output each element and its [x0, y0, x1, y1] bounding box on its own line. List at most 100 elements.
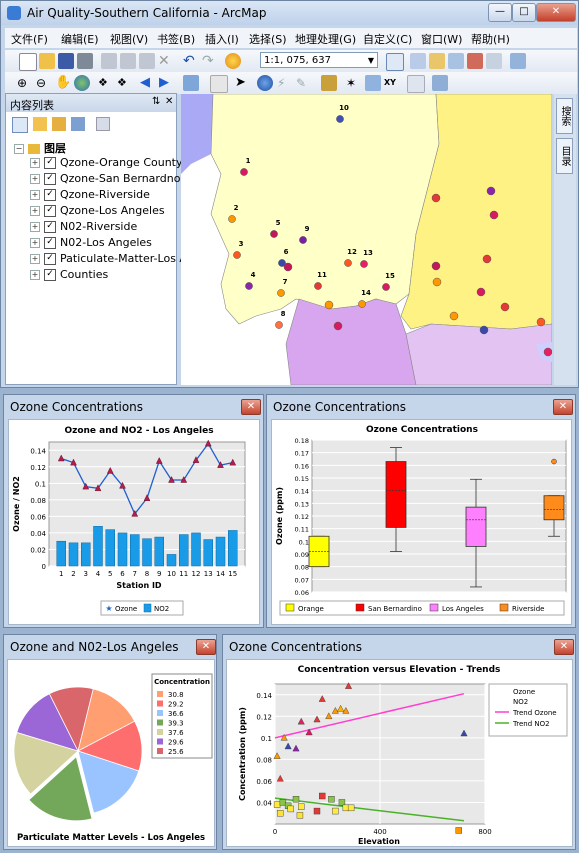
no2-point[interactable]: [332, 807, 339, 815]
expand-icon[interactable]: +: [30, 158, 40, 168]
ozone-point[interactable]: [284, 742, 292, 750]
expand-icon[interactable]: +: [30, 270, 40, 280]
menu-view[interactable]: 视图(V): [110, 33, 149, 46]
find-icon[interactable]: ✶: [346, 76, 357, 90]
toc-layer-qzone-losangeles[interactable]: + ✓ Qzone-Los Angeles: [30, 204, 165, 220]
menu-insert[interactable]: 插入(I): [205, 33, 239, 46]
no2-bar[interactable]: [179, 534, 189, 567]
no2-bar[interactable]: [154, 536, 164, 567]
print-icon[interactable]: [77, 53, 93, 69]
editor-toolbar-icon[interactable]: [386, 53, 404, 71]
no2-bar[interactable]: [93, 526, 103, 567]
arctoolbox-icon[interactable]: [467, 53, 483, 69]
expand-icon[interactable]: +: [30, 222, 40, 232]
pie-slice[interactable]: [77, 750, 140, 814]
station-marker[interactable]: [358, 300, 366, 308]
no2-bar[interactable]: [117, 532, 128, 567]
close-button[interactable]: ✕: [536, 3, 576, 22]
no2-point[interactable]: [273, 801, 281, 808]
list-by-drawing-order-icon[interactable]: [12, 117, 28, 133]
pie-slice[interactable]: [77, 688, 136, 752]
no2-bar[interactable]: [142, 538, 152, 567]
menu-selection[interactable]: 选择(S): [249, 33, 287, 46]
list-by-visibility-icon[interactable]: [52, 117, 66, 131]
layer-visibility-checkbox[interactable]: ✓: [44, 189, 56, 201]
ozone-point[interactable]: [217, 461, 224, 468]
redo-icon[interactable]: ↷: [202, 53, 214, 69]
menu-help[interactable]: 帮助(H): [471, 33, 510, 46]
box[interactable]: [385, 461, 407, 528]
close-chart-button[interactable]: ✕: [241, 399, 261, 415]
station-marker[interactable]: [479, 325, 489, 335]
expand-icon[interactable]: +: [30, 254, 40, 264]
ozone-point[interactable]: [70, 458, 77, 466]
model-builder-icon[interactable]: [510, 53, 526, 69]
station-marker[interactable]: [536, 317, 546, 327]
open-icon[interactable]: [39, 53, 55, 69]
cut-icon[interactable]: [101, 53, 117, 69]
expand-icon[interactable]: +: [30, 174, 40, 184]
layer-visibility-checkbox[interactable]: ✓: [44, 205, 56, 217]
no2-point[interactable]: [319, 792, 326, 800]
minimize-button[interactable]: —: [488, 3, 512, 22]
identify-icon[interactable]: [257, 75, 273, 91]
html-popup-icon[interactable]: ✎: [296, 76, 307, 90]
box-outlier[interactable]: [551, 458, 557, 465]
create-viewer-window-icon[interactable]: [432, 75, 448, 91]
ozone-point[interactable]: [318, 695, 326, 702]
scatter-trend-chart[interactable]: Concentration versus Elevation - Trends 0…: [227, 660, 572, 846]
station-marker[interactable]: [431, 193, 441, 203]
ozone-point[interactable]: [276, 774, 284, 782]
ozone-point[interactable]: [344, 682, 353, 689]
expand-icon[interactable]: +: [30, 238, 40, 248]
ozone-point[interactable]: [94, 484, 102, 491]
no2-bar[interactable]: [203, 539, 213, 567]
measure-icon[interactable]: [321, 75, 337, 91]
forward-icon[interactable]: ▶: [159, 75, 169, 90]
layers-group[interactable]: − 图层: [14, 140, 66, 156]
station-marker[interactable]: [344, 259, 352, 267]
layer-visibility-checkbox[interactable]: ✓: [44, 237, 56, 249]
clear-selection-icon[interactable]: [210, 75, 228, 93]
toc-layer-no2-riverside[interactable]: + ✓ N02-Riverside: [30, 220, 137, 236]
layer-visibility-checkbox[interactable]: ✓: [44, 173, 56, 185]
pin-icon[interactable]: ⇅: [152, 96, 161, 107]
layer-visibility-checkbox[interactable]: ✓: [44, 253, 56, 265]
menu-customize[interactable]: 自定义(C): [363, 33, 413, 46]
zoom-in-icon[interactable]: ⊕: [17, 76, 28, 90]
find-route-icon[interactable]: [365, 75, 381, 91]
expand-icon[interactable]: +: [30, 206, 40, 216]
ozone-point[interactable]: [280, 733, 288, 741]
no2-point[interactable]: [347, 804, 355, 812]
fixed-zoom-in-icon[interactable]: ❖: [98, 76, 108, 89]
copy-icon[interactable]: [120, 53, 136, 69]
station-marker[interactable]: [275, 321, 283, 329]
no2-bar[interactable]: [68, 542, 79, 567]
no2-point[interactable]: [287, 805, 294, 813]
ozone-point[interactable]: [325, 712, 333, 720]
back-icon[interactable]: ◀: [140, 75, 150, 90]
ozone-point[interactable]: [342, 706, 350, 714]
station-marker[interactable]: [283, 262, 293, 272]
ozone-point[interactable]: [204, 439, 212, 447]
no2-point[interactable]: [277, 810, 284, 817]
layer-visibility-checkbox[interactable]: ✓: [44, 221, 56, 233]
select-features-icon[interactable]: [183, 75, 199, 91]
python-window-icon[interactable]: [486, 53, 502, 69]
station-marker[interactable]: [245, 282, 253, 290]
ozone-point[interactable]: [273, 752, 281, 759]
ozone-point[interactable]: [192, 456, 200, 463]
new-icon[interactable]: [19, 53, 37, 71]
save-icon[interactable]: [58, 53, 74, 69]
station-marker[interactable]: [431, 261, 441, 271]
no2-point[interactable]: [328, 796, 335, 803]
toc-layer-qzone-riverside[interactable]: + ✓ Qzone-Riverside: [30, 188, 150, 204]
ozone-point[interactable]: [131, 509, 139, 517]
paste-icon[interactable]: [139, 53, 155, 69]
add-data-icon[interactable]: [225, 53, 241, 69]
station-marker[interactable]: [476, 287, 486, 297]
line-bar-chart[interactable]: Ozone and NO2 - Los Angeles 0 0.02 0.04 0.06…: [9, 420, 259, 624]
ozone-point[interactable]: [143, 494, 151, 501]
search-window-icon[interactable]: [448, 53, 464, 69]
